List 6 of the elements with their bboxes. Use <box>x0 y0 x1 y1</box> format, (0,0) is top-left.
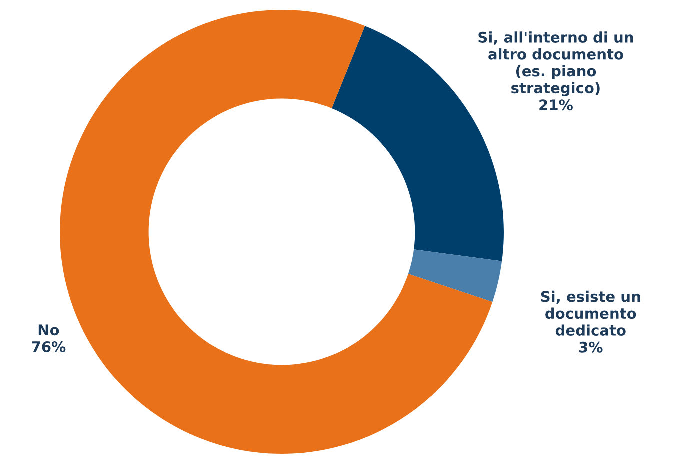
data-label: 76% <box>32 341 66 352</box>
data-label: 3% <box>579 342 603 353</box>
slice-label: Si, all'interno di un altro documento (es. piano strategico) <box>478 32 634 97</box>
slice-label: No <box>38 324 60 336</box>
slice-label: Si, esiste un documento dedicato <box>541 290 640 336</box>
data-label: 21% <box>540 100 573 111</box>
